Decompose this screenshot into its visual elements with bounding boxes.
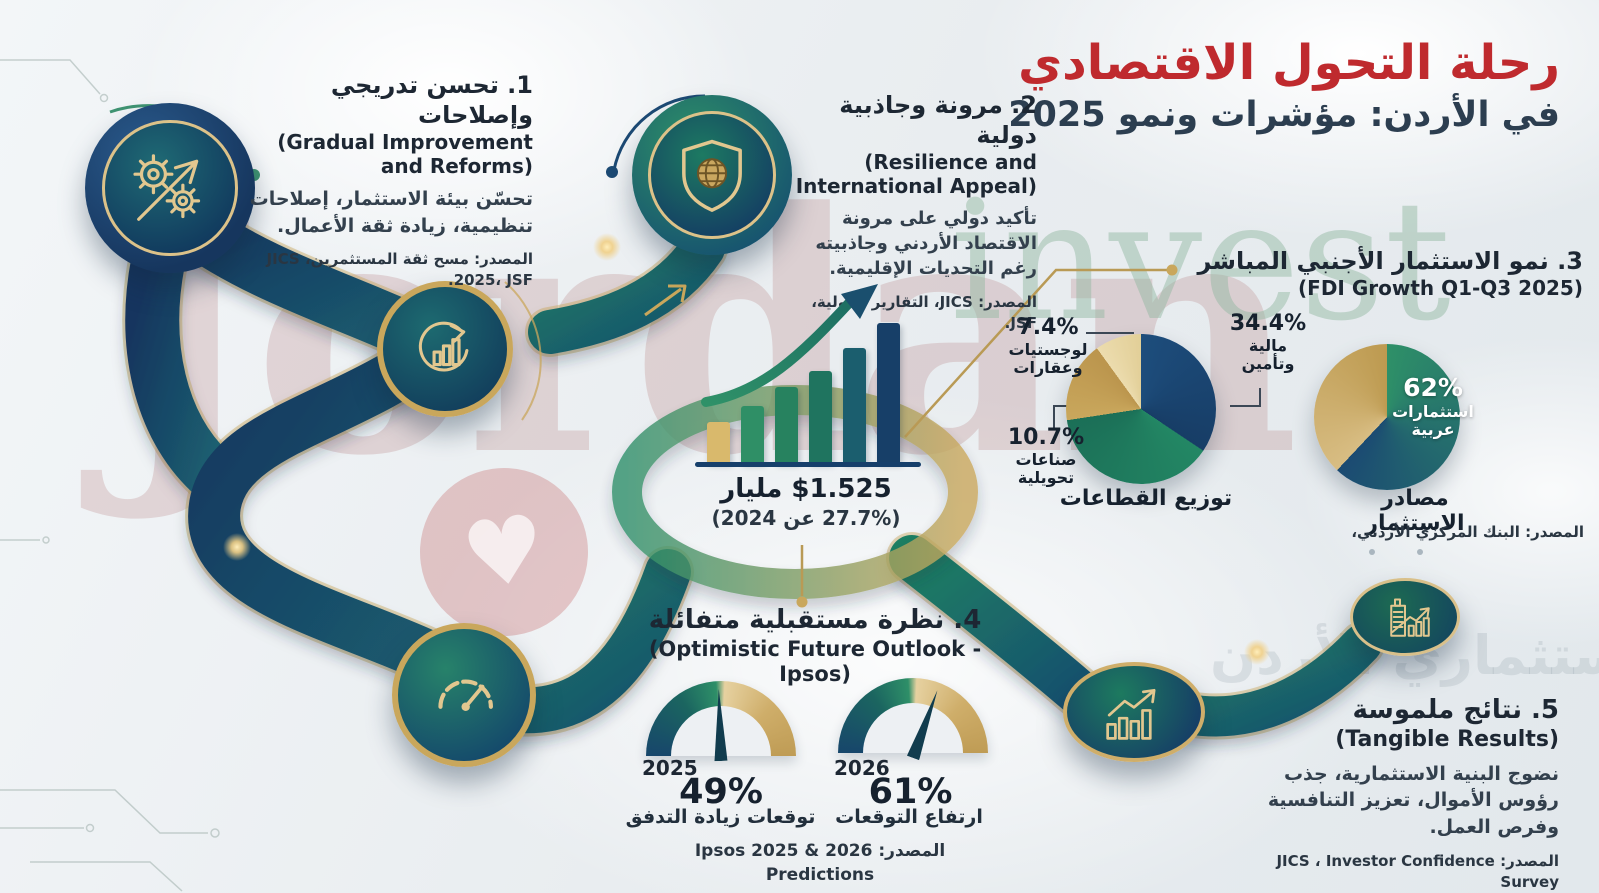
section-3-source: المصدر: البنك المركزي الأردني، (1351, 523, 1584, 541)
gauge-2026 (838, 678, 988, 758)
bar-5 (843, 348, 866, 463)
shield-globe-icon (648, 111, 776, 239)
section-5: 5. نتائج ملموسة (Tangible Results) نضوج … (1247, 694, 1559, 893)
node-growth-cycle (377, 281, 513, 417)
gauge-2026-value: 61% (868, 772, 953, 812)
title-line1: رحلة التحول الاقتصادي (1018, 35, 1560, 91)
bar-1 (707, 422, 730, 463)
gauge-2025 (646, 681, 796, 761)
section-5-source: المصدر: JICS ، Investor Confidence Surve… (1276, 851, 1559, 891)
investment-sources-pie (1314, 344, 1460, 490)
section-2: 2. مرونة وجاذبية دولية (Resilience and I… (785, 90, 1037, 334)
section-1-desc: تحسّن بيئة الاستثمار، إصلاحات تنظيمية، ز… (249, 188, 533, 237)
fdi-value: $1.525 مليار (720, 474, 892, 504)
section-3: 3. نمو الاستثمار الأجنبي المباشر (FDI Gr… (1173, 246, 1583, 300)
node-tangible (1350, 578, 1460, 656)
gauge-2026-year: 2026 (834, 756, 890, 780)
bar-3 (775, 387, 798, 463)
section-1-title-en: (Gradual Improvement and Reforms) (277, 130, 533, 178)
node-outlook (392, 623, 536, 767)
gauge-2025-caption: توقعات زيادة التدفق (625, 806, 816, 828)
section-2-title-en: (Resilience and International Appeal) (795, 150, 1037, 198)
section-1-title-ar: 1. تحسن تدريجي وإصلاحات (330, 71, 533, 129)
pie-callout-manufacturing: 10.7% صناعات تحويلية (1007, 425, 1085, 487)
fdi-bar-chart (707, 323, 900, 463)
section-4-source: المصدر: Ipsos 2025 & 2026 Predictions (694, 841, 946, 885)
bar-chart-baseline (695, 462, 921, 467)
chart-refresh-icon (418, 321, 469, 372)
section-5-title-en: (Tangible Results) (1335, 726, 1559, 752)
fdi-metric: $1.525 مليار (27.7% عن 2024) (700, 474, 912, 530)
section-4: 4. نظرة مستقبلية متفائلة (Optimistic Fut… (615, 604, 1015, 687)
gauge-2025-value: 49% (679, 772, 763, 812)
gauge-2026-caption: ارتفاع التوقعات (835, 806, 983, 828)
fdi-change: (27.7% عن 2024) (711, 506, 901, 530)
section-3-title-en: (FDI Growth Q1-Q3 2025) (1298, 276, 1583, 300)
title-line2: في الأردن: مؤشرات ونمو 2025 (1008, 95, 1560, 136)
pie-callout-logistics: 7.4% لوجستيات وعقارات (1008, 315, 1088, 377)
gears-growth-icon (102, 120, 238, 256)
section-5-desc: نضوج البنية الاستثمارية، جذب رؤوس الأموا… (1267, 762, 1559, 839)
pie-callout-finance: 34.4% مالية وتأمين (1229, 311, 1307, 373)
growth-chart-icon (1106, 688, 1156, 740)
node-step2 (632, 95, 792, 255)
section-1: 1. تحسن تدريجي وإصلاحات (Gradual Improve… (233, 70, 533, 291)
gauge-2025-year: 2025 (642, 756, 698, 780)
speedometer-icon (438, 679, 493, 711)
section-5-title-ar: 5. نتائج ملموسة (1352, 695, 1560, 725)
bar-2 (741, 406, 764, 463)
node-step1 (85, 103, 255, 273)
sources-pie-caption: مصادر الاستثمار (1365, 486, 1465, 536)
node-results (1063, 662, 1205, 762)
arab-investments-label: 62% استثمارات عربية (1392, 373, 1474, 440)
sector-pie-caption: توزيع القطاعات (1059, 486, 1233, 511)
section-2-title-ar: 2. مرونة وجاذبية دولية (839, 91, 1037, 149)
bar-6 (877, 323, 900, 463)
section-4-title-ar: 4. نظرة مستقبلية متفائلة (648, 605, 982, 635)
section-2-desc: تأكيد دولي على مرونة الاقتصاد الأردني وج… (815, 208, 1037, 280)
section-3-title-ar: 3. نمو الاستثمار الأجنبي المباشر (1197, 247, 1583, 275)
page-title: رحلة التحول الاقتصادي في الأردن: مؤشرات … (1000, 35, 1560, 136)
bar-4 (809, 371, 832, 463)
building-chart-icon (1390, 598, 1430, 637)
section-1-source: المصدر: مسح ثقة المستثمرين، JICS 2025، J… (266, 250, 533, 290)
heart-logo-mark: ♥ (409, 457, 599, 647)
